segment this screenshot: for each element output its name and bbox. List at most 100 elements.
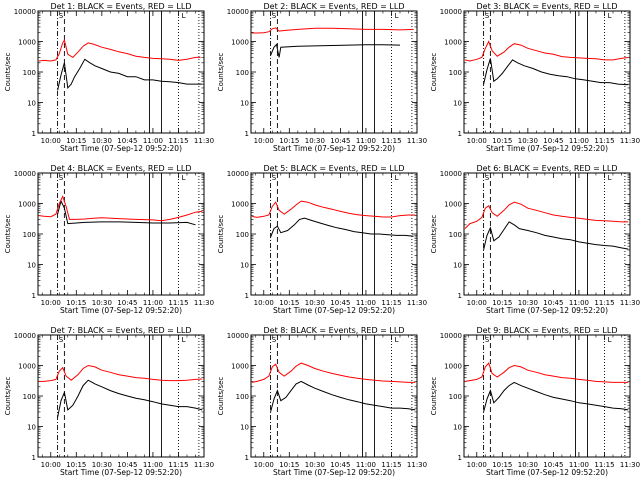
x-axis-label: Start Time (07-Sep-12 09:52:20) — [486, 306, 608, 315]
x-axis-label: Start Time (07-Sep-12 09:52:20) — [486, 468, 608, 477]
x-tick-label: 10:00 — [254, 461, 274, 469]
series-events-line — [271, 218, 414, 237]
y-axis-label: Counts/sec — [430, 53, 438, 92]
y-tick-label: 10 — [453, 100, 462, 108]
y-tick-label: 10000 — [14, 170, 36, 178]
y-tick-label: 10 — [453, 262, 462, 270]
marker-label-l: L — [182, 174, 186, 182]
detector-panel-4: Det 4: BLACK = Events, RED = LLD11010010… — [4, 164, 214, 315]
y-tick-label: 1000 — [18, 363, 36, 371]
x-tick-label: 11:30 — [620, 137, 640, 145]
y-axis-label: Counts/sec — [217, 53, 225, 92]
plot-frame — [251, 173, 417, 295]
y-tick-label: 100 — [236, 393, 249, 401]
series-events-line — [58, 380, 203, 417]
y-tick-label: 100 — [23, 69, 36, 77]
series-events-line — [484, 222, 629, 250]
y-tick-label: 10 — [27, 262, 36, 270]
y-tick-label: 1000 — [231, 363, 249, 371]
y-tick-label: 1 — [32, 292, 36, 300]
x-tick-label: 11:30 — [194, 461, 214, 469]
series-lld-line — [252, 363, 415, 382]
x-axis-label: Start Time (07-Sep-12 09:52:20) — [273, 468, 395, 477]
panel-title: Det 9: BLACK = Events, RED = LLD — [477, 326, 618, 335]
marker-label-l: L — [395, 336, 399, 344]
y-tick-label: 1 — [245, 130, 249, 138]
x-tick-label: 11:30 — [620, 461, 640, 469]
y-tick-label: 10 — [240, 262, 249, 270]
series-events-line — [271, 45, 400, 58]
detector-panel-7: Det 7: BLACK = Events, RED = LLD11010010… — [4, 326, 214, 477]
y-tick-label: 1 — [245, 454, 249, 462]
y-tick-label: 1 — [32, 130, 36, 138]
marker-label-l: L — [182, 336, 186, 344]
marker-label-l: L — [608, 336, 612, 344]
marker-label-s: S — [59, 336, 64, 344]
series-lld-line — [39, 366, 202, 382]
y-axis-label: Counts/sec — [4, 377, 12, 416]
y-axis-label: Counts/sec — [430, 377, 438, 416]
y-tick-label: 1 — [245, 292, 249, 300]
y-tick-label: 10 — [240, 424, 249, 432]
x-tick-label: 11:30 — [407, 299, 427, 307]
y-tick-label: 10000 — [14, 8, 36, 16]
series-lld-line — [465, 42, 628, 62]
marker-label-l: L — [608, 12, 612, 20]
detector-panel-6: Det 6: BLACK = Events, RED = LLD11010010… — [430, 164, 640, 315]
y-tick-label: 10000 — [440, 170, 462, 178]
series-events-line — [58, 59, 203, 90]
detector-panel-9: Det 9: BLACK = Events, RED = LLD11010010… — [430, 326, 640, 477]
y-tick-label: 10 — [240, 100, 249, 108]
series-lld-line — [39, 197, 202, 221]
y-tick-label: 100 — [449, 393, 462, 401]
y-tick-label: 10 — [27, 424, 36, 432]
panel-title: Det 5: BLACK = Events, RED = LLD — [264, 164, 405, 173]
y-tick-label: 10 — [27, 100, 36, 108]
detector-panel-1: Det 1: BLACK = Events, RED = LLD11010010… — [4, 2, 214, 153]
series-events-line — [58, 201, 196, 225]
y-tick-label: 1 — [458, 130, 462, 138]
panel-title: Det 3: BLACK = Events, RED = LLD — [477, 2, 618, 11]
x-tick-label: 11:30 — [620, 299, 640, 307]
series-lld-line — [39, 40, 201, 61]
plot-frame — [464, 173, 630, 295]
x-tick-label: 11:30 — [194, 299, 214, 307]
series-lld-line — [465, 363, 628, 382]
x-tick-label: 10:00 — [41, 461, 61, 469]
series-lld-line — [465, 202, 628, 228]
y-tick-label: 1000 — [18, 39, 36, 47]
x-axis-label: Start Time (07-Sep-12 09:52:20) — [486, 144, 608, 153]
detector-panel-2: Det 2: BLACK = Events, RED = LLD11010010… — [217, 2, 427, 153]
marker-label-s: S — [272, 336, 277, 344]
x-axis-label: Start Time (07-Sep-12 09:52:20) — [273, 144, 395, 153]
x-tick-label: 10:00 — [467, 299, 487, 307]
y-tick-label: 1000 — [444, 201, 462, 209]
y-tick-label: 1000 — [231, 39, 249, 47]
plot-frame — [38, 173, 204, 295]
y-tick-label: 1 — [32, 454, 36, 462]
y-tick-label: 10000 — [14, 332, 36, 340]
y-tick-label: 1 — [458, 292, 462, 300]
x-tick-label: 11:30 — [194, 137, 214, 145]
y-tick-label: 1 — [458, 454, 462, 462]
y-tick-label: 1000 — [18, 201, 36, 209]
x-tick-label: 10:00 — [467, 137, 487, 145]
y-tick-label: 100 — [236, 231, 249, 239]
marker-label-s: S — [485, 336, 490, 344]
plot-frame — [38, 11, 204, 133]
marker-label-s: S — [59, 12, 64, 20]
marker-label-s: S — [272, 174, 277, 182]
y-tick-label: 1000 — [444, 363, 462, 371]
y-axis-label: Counts/sec — [217, 377, 225, 416]
y-axis-label: Counts/sec — [4, 53, 12, 92]
y-tick-label: 10000 — [440, 332, 462, 340]
y-axis-label: Counts/sec — [217, 215, 225, 254]
panel-title: Det 4: BLACK = Events, RED = LLD — [51, 164, 192, 173]
marker-label-l: L — [395, 12, 399, 20]
series-events-line — [484, 382, 629, 412]
y-tick-label: 100 — [449, 69, 462, 77]
y-tick-label: 10000 — [227, 8, 249, 16]
y-tick-label: 10000 — [227, 332, 249, 340]
marker-label-s: S — [272, 12, 277, 20]
